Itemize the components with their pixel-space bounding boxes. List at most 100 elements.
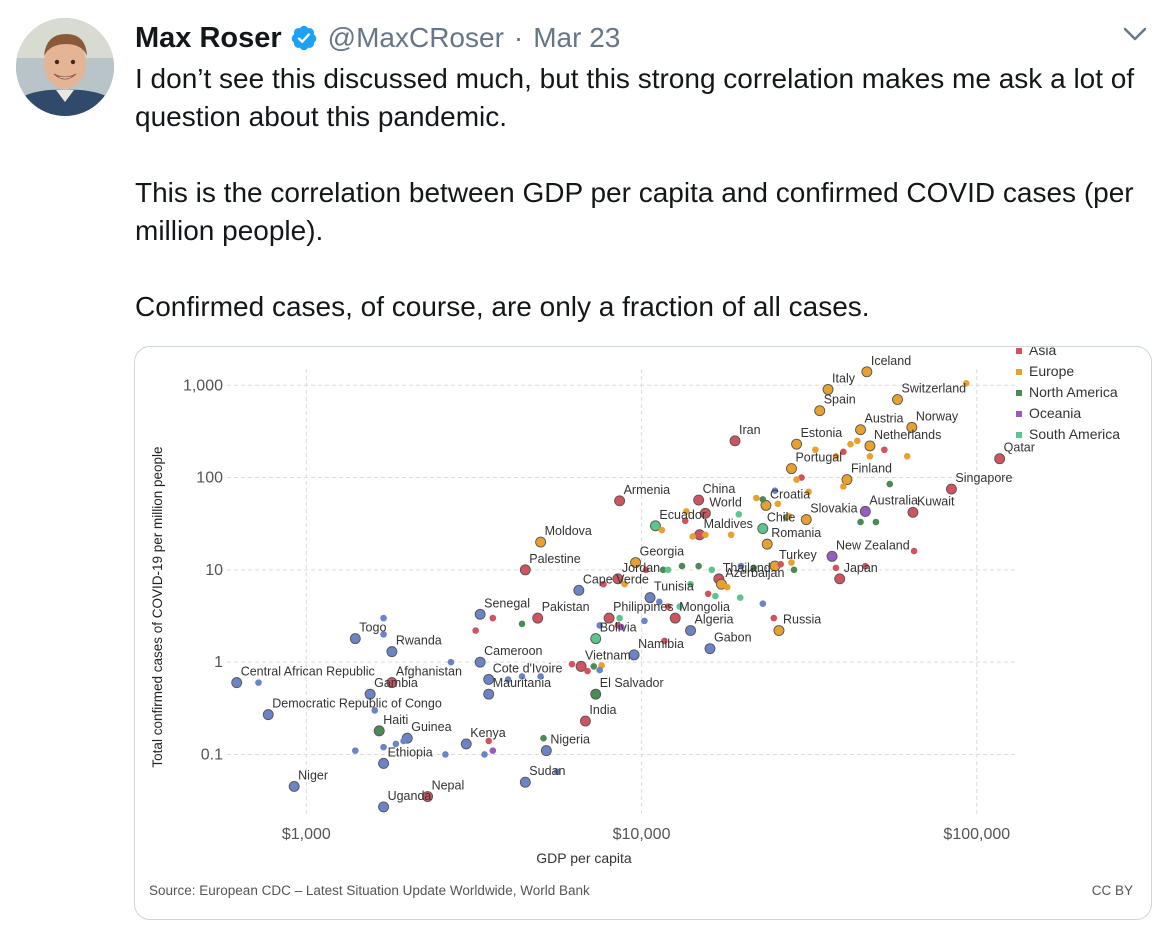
- data-point[interactable]: [535, 536, 547, 548]
- data-point[interactable]: [759, 600, 767, 607]
- data-point[interactable]: [540, 734, 547, 742]
- data-point[interactable]: [378, 801, 390, 813]
- data-point[interactable]: [757, 523, 769, 535]
- data-point[interactable]: [786, 463, 797, 475]
- data-point[interactable]: [903, 452, 911, 460]
- data-point[interactable]: [575, 660, 587, 672]
- data-point[interactable]: [737, 562, 745, 570]
- data-point[interactable]: [729, 435, 741, 447]
- legend-label[interactable]: North America: [1029, 384, 1118, 400]
- data-point[interactable]: [735, 510, 743, 518]
- data-point[interactable]: [472, 627, 479, 634]
- data-point[interactable]: [596, 666, 603, 674]
- data-point[interactable]: [886, 480, 894, 488]
- data-point[interactable]: [857, 518, 864, 526]
- data-point[interactable]: [489, 747, 497, 754]
- data-point[interactable]: [814, 405, 826, 417]
- data-point[interactable]: [826, 550, 838, 562]
- data-point[interactable]: [392, 740, 400, 748]
- data-point[interactable]: [853, 437, 861, 445]
- data-point[interactable]: [750, 564, 757, 572]
- data-point[interactable]: [861, 366, 873, 378]
- data-point[interactable]: [907, 506, 919, 518]
- data-point[interactable]: [483, 688, 495, 700]
- data-point[interactable]: [617, 623, 625, 631]
- data-point[interactable]: [519, 776, 531, 788]
- legend-label[interactable]: Oceania: [1029, 405, 1081, 421]
- data-point[interactable]: [288, 781, 300, 792]
- data-point[interactable]: [664, 603, 672, 610]
- data-point[interactable]: [364, 688, 376, 700]
- data-point[interactable]: [481, 751, 488, 758]
- data-point[interactable]: [834, 573, 846, 585]
- tweet-date[interactable]: Mar 23: [533, 22, 621, 53]
- data-point[interactable]: [788, 559, 795, 566]
- data-point[interactable]: [532, 612, 544, 624]
- data-point[interactable]: [540, 745, 552, 757]
- data-point[interactable]: [386, 677, 398, 689]
- data-point[interactable]: [658, 526, 666, 534]
- data-point[interactable]: [872, 518, 880, 526]
- data-point[interactable]: [962, 379, 970, 387]
- data-point[interactable]: [855, 424, 866, 436]
- data-point[interactable]: [864, 440, 876, 452]
- data-point[interactable]: [712, 592, 719, 600]
- data-point[interactable]: [630, 557, 642, 568]
- data-point[interactable]: [812, 446, 819, 454]
- data-point[interactable]: [649, 520, 661, 532]
- data-point[interactable]: [881, 446, 888, 454]
- data-point[interactable]: [656, 598, 663, 606]
- data-point[interactable]: [832, 452, 840, 460]
- data-point[interactable]: [584, 667, 591, 675]
- data-point[interactable]: [659, 566, 667, 574]
- data-point[interactable]: [519, 564, 531, 576]
- legend-label[interactable]: South America: [1029, 426, 1120, 442]
- data-point[interactable]: [400, 737, 407, 745]
- data-point[interactable]: [678, 562, 686, 570]
- data-point[interactable]: [386, 646, 398, 658]
- data-point[interactable]: [727, 531, 735, 539]
- data-point[interactable]: [702, 531, 709, 539]
- data-point[interactable]: [664, 566, 672, 574]
- data-point[interactable]: [761, 538, 773, 550]
- data-point[interactable]: [483, 673, 495, 685]
- data-point[interactable]: [489, 614, 497, 622]
- data-point[interactable]: [862, 562, 869, 570]
- legend-label[interactable]: Asia: [1029, 347, 1056, 358]
- data-point[interactable]: [351, 747, 359, 754]
- data-point[interactable]: [661, 637, 668, 645]
- data-point[interactable]: [695, 562, 702, 570]
- data-point[interactable]: [699, 507, 711, 519]
- data-point[interactable]: [447, 658, 455, 666]
- data-point[interactable]: [537, 673, 544, 680]
- data-point[interactable]: [708, 566, 716, 574]
- data-point[interactable]: [840, 483, 847, 490]
- data-point[interactable]: [460, 738, 472, 750]
- data-point[interactable]: [262, 709, 274, 721]
- data-point[interactable]: [590, 633, 602, 645]
- data-point[interactable]: [371, 707, 379, 714]
- data-point[interactable]: [723, 583, 731, 591]
- data-point[interactable]: [798, 474, 805, 481]
- chevron-down-icon[interactable]: [1122, 24, 1148, 44]
- data-point[interactable]: [669, 612, 681, 624]
- data-point[interactable]: [704, 590, 712, 598]
- data-point[interactable]: [770, 614, 778, 622]
- data-point[interactable]: [840, 448, 847, 456]
- data-point[interactable]: [704, 643, 716, 655]
- data-point[interactable]: [687, 580, 694, 588]
- data-point[interactable]: [683, 508, 690, 515]
- data-point[interactable]: [641, 617, 648, 625]
- author-handle[interactable]: @MaxCRoser: [327, 22, 504, 53]
- data-point[interactable]: [832, 564, 840, 572]
- data-point[interactable]: [628, 649, 640, 661]
- legend-label[interactable]: Europe: [1029, 363, 1074, 379]
- data-point[interactable]: [822, 384, 834, 395]
- data-point[interactable]: [378, 757, 390, 769]
- data-point[interactable]: [590, 663, 598, 670]
- data-point[interactable]: [805, 488, 812, 496]
- data-point[interactable]: [689, 533, 696, 540]
- data-point[interactable]: [518, 620, 526, 628]
- media-card[interactable]: 0.1 1 10 100 1,000 $1,000 $10,000 $100,000 Icel…: [134, 346, 1152, 920]
- data-point[interactable]: [945, 483, 957, 495]
